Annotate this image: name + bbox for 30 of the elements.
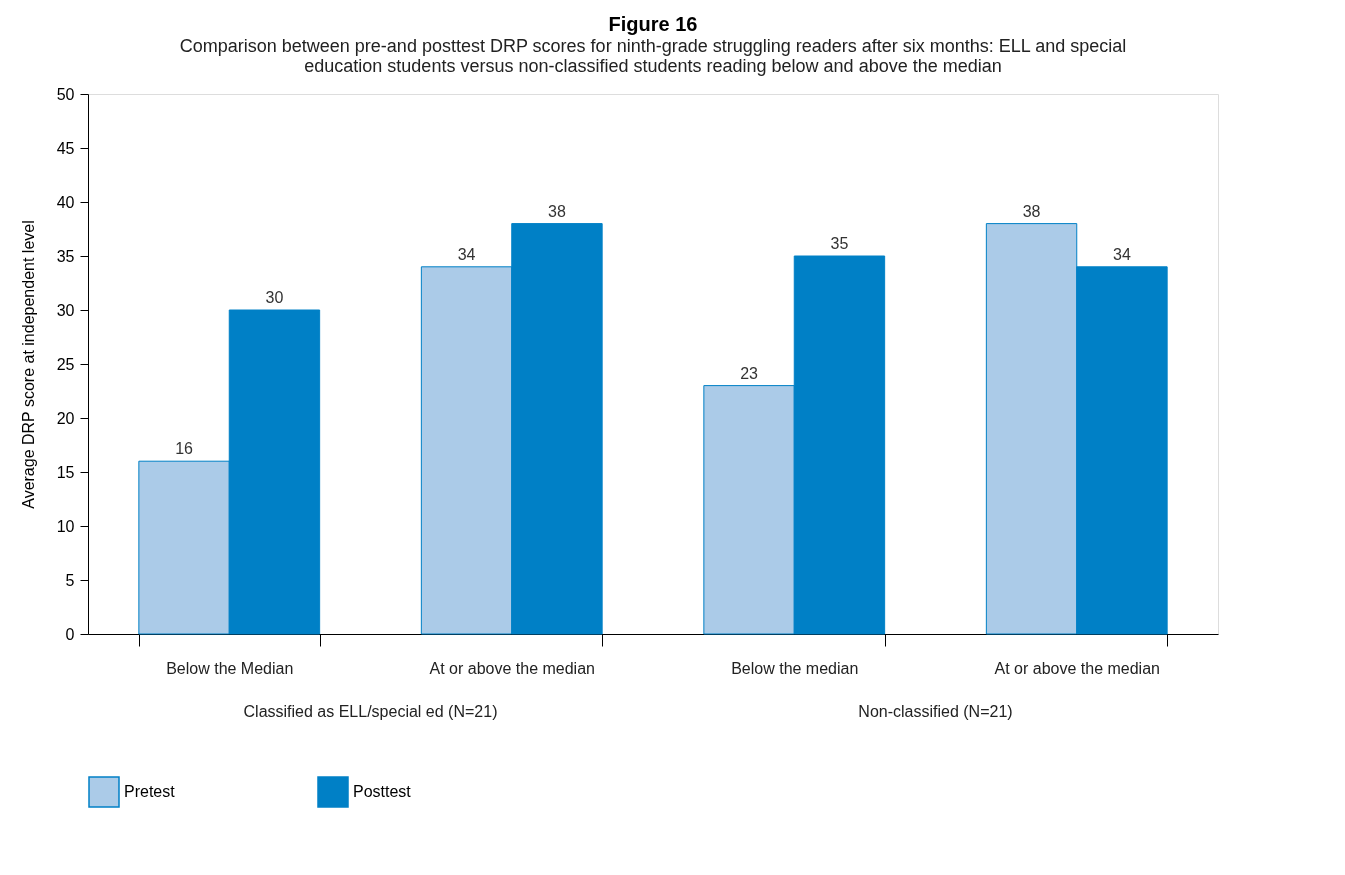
x-tick-label: At or above the median [994, 659, 1160, 677]
y-tick-label: 10 [56, 517, 75, 535]
text: Non-classified (N=21) [858, 703, 1013, 720]
data-label: 30 [265, 289, 284, 306]
y-tick-label: 40 [56, 193, 75, 211]
y-tick-label: 0 [65, 625, 75, 643]
y-tick-label: 30 [56, 301, 75, 319]
y-tick-label: 45 [56, 139, 75, 157]
y-tick-label: 50 [56, 85, 75, 103]
y-tick-label: 5 [65, 571, 75, 589]
data-label: 35 [830, 235, 849, 252]
data-label: 38 [1022, 202, 1041, 220]
data-label: 38 [548, 202, 566, 220]
text: Classified as ELL/special ed (N=21) [243, 703, 498, 720]
data-label: 16 [175, 440, 194, 458]
legend-label: Pretest [124, 783, 176, 800]
legend-label: Posttest [353, 783, 412, 800]
y-tick-label: 15 [56, 463, 75, 481]
y-tick-label: 25 [56, 355, 75, 373]
y-tick-label: 20 [56, 409, 75, 427]
data-label: 23 [740, 364, 759, 382]
data-label: 34 [1113, 245, 1131, 263]
y-tick-label: 35 [56, 247, 75, 265]
y-axis-title: Average DRP score at independent level [19, 220, 37, 509]
x-tick-label: Below the Median [166, 659, 294, 677]
chart-title: Figure 16 [608, 13, 698, 35]
x-tick-label: At or above the median [429, 659, 595, 677]
chart-subtitle: Comparison between pre-and posttest DRP scores for ninth-grade struggling readers after six months: ELL and special education students versus non-classified students reading below and above the median [179, 36, 1127, 76]
x-tick-label: Below the median [731, 659, 859, 677]
data-label: 34 [457, 245, 476, 263]
